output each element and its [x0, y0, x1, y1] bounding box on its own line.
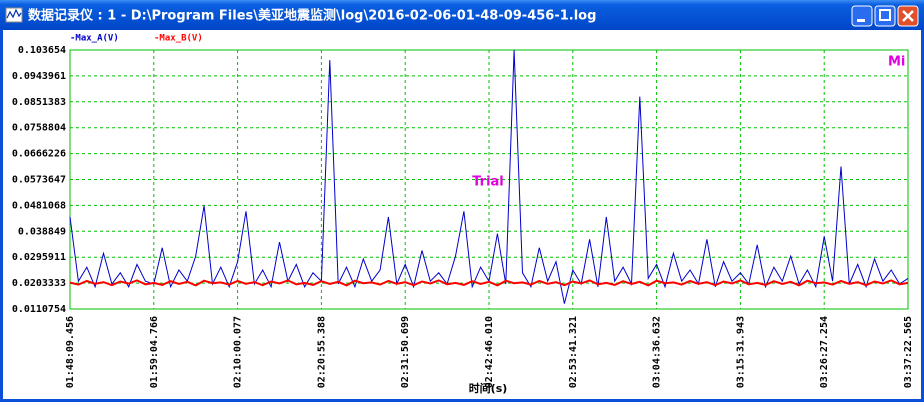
x-tick-label: 02:31:50.699	[400, 316, 411, 388]
y-tick-label: 0.0758804	[12, 123, 66, 134]
x-tick-label: 02:42:46.010	[484, 316, 495, 388]
x-tick-label: 03:26:27.254	[819, 316, 830, 388]
maximize-button[interactable]	[874, 5, 896, 27]
x-tick-label: 03:15:31.943	[735, 316, 746, 388]
x-tick-label: 01:48:09.456	[65, 316, 76, 388]
app-icon-graph	[6, 8, 22, 19]
y-tick-label: 0.0851383	[12, 97, 66, 108]
y-tick-label: 0.0481068	[12, 200, 66, 211]
x-tick-label: 01:59:04.766	[149, 316, 160, 388]
legend-entry: -Max_A(V)	[70, 34, 119, 44]
close-button[interactable]	[897, 5, 919, 27]
y-tick-label: 0.0295911	[12, 252, 66, 263]
legend-entry: -Max_B(V)	[154, 34, 203, 44]
x-tick-label: 03:04:36.632	[652, 316, 663, 388]
y-tick-label: 0.103654	[18, 45, 66, 56]
data-line	[69, 279, 909, 287]
x-tick-label: 02:20:55.388	[316, 316, 327, 388]
y-tick-label: 0.0110754	[12, 304, 66, 315]
y-tick-label: 0.0943961	[12, 71, 66, 82]
x-tick-label: 03:37:22.565	[903, 316, 914, 388]
y-tick-label: 0.038849	[18, 226, 66, 237]
x-tick-label: 02:53:41.321	[568, 316, 579, 388]
title-bar	[0, 0, 924, 30]
window-title: 数据记录仪 : 1 - D:\Program Files\美亚地震监测\log\…	[28, 8, 596, 24]
y-tick-label: 0.0573647	[12, 175, 66, 186]
x-axis-label: 时间(s)	[469, 381, 508, 395]
y-tick-label: 0.0203333	[12, 278, 66, 289]
annotation: Mi	[888, 55, 905, 70]
watermark: Trial	[472, 175, 504, 190]
x-tick-label: 02:10:00.077	[233, 316, 244, 388]
y-tick-label: 0.0666226	[12, 149, 66, 160]
minimize-button[interactable]	[851, 5, 873, 27]
